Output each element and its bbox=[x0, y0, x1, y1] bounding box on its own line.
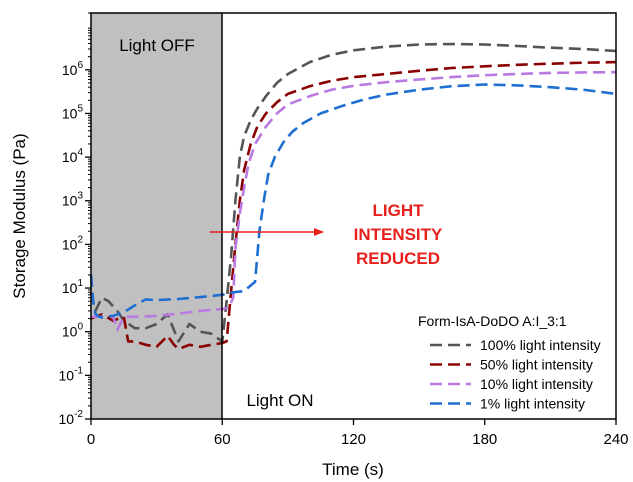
y-axis-label: Storage Modulus (Pa) bbox=[10, 133, 29, 298]
series-line bbox=[89, 83, 617, 319]
legend-entry: 50% light intensity bbox=[430, 357, 593, 373]
ticks-layer: 0 60 120 180 240 10-2 10-1 100 101 102 103 104 105 10… bbox=[59, 12, 629, 448]
y-tick-label: 104 bbox=[62, 147, 84, 165]
y-tick-label: 10-2 bbox=[59, 409, 84, 427]
legend-entry: 100% light intensity bbox=[430, 337, 601, 353]
y-tick-label: 106 bbox=[62, 60, 84, 78]
x-tick-label: 180 bbox=[472, 431, 497, 448]
series-3 bbox=[91, 70, 617, 332]
arrow-text-line-2: INTENSITY bbox=[354, 225, 443, 244]
series-line bbox=[91, 70, 617, 332]
series-4 bbox=[89, 83, 617, 319]
series-line bbox=[89, 42, 617, 343]
legend-entries: 100% light intensity 50% light intensity 1… bbox=[430, 337, 601, 412]
y-tick-label: 103 bbox=[62, 191, 84, 209]
legend: Form-IsA-DoDO A:I_3:1 100% light intensi… bbox=[418, 313, 601, 412]
arrow-text-line-3: REDUCED bbox=[356, 249, 440, 268]
y-tick-label: 101 bbox=[62, 278, 84, 296]
y-tick-label: 100 bbox=[62, 322, 84, 340]
legend-title: Form-IsA-DoDO A:I_3:1 bbox=[418, 313, 567, 329]
legend-entry: 1% light intensity bbox=[430, 396, 585, 412]
light-on-label: Light ON bbox=[246, 391, 313, 410]
y-tick-label: 102 bbox=[62, 234, 84, 252]
light-off-region bbox=[91, 13, 223, 419]
x-tick-label: 120 bbox=[341, 431, 366, 448]
legend-label: 100% light intensity bbox=[480, 337, 601, 353]
x-tick-label: 240 bbox=[603, 431, 628, 448]
legend-label: 1% light intensity bbox=[480, 396, 585, 412]
y-tick-label: 10-1 bbox=[59, 365, 84, 383]
x-axis-label: Time (s) bbox=[322, 460, 384, 479]
legend-label: 50% light intensity bbox=[480, 357, 593, 373]
light-off-label: Light OFF bbox=[119, 36, 195, 55]
legend-label: 10% light intensity bbox=[480, 376, 593, 392]
arrow-text-line-1: LIGHT bbox=[373, 201, 425, 220]
legend-entry: 10% light intensity bbox=[430, 376, 593, 392]
series-1 bbox=[89, 42, 617, 343]
x-tick-label: 60 bbox=[214, 431, 231, 448]
x-tick-label: 0 bbox=[87, 431, 95, 448]
series-layer bbox=[89, 42, 617, 351]
y-tick-label: 105 bbox=[62, 103, 84, 121]
